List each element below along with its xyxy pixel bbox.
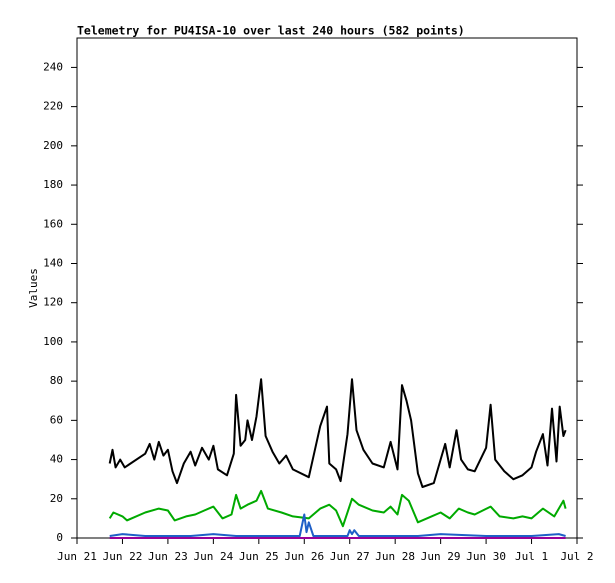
x-tick-label: Jun 30: [466, 550, 506, 563]
y-tick-label: 160: [43, 217, 63, 230]
y-tick-label: 0: [56, 531, 63, 544]
y-tick-label: 20: [50, 492, 63, 505]
x-tick-label: Jul 1: [515, 550, 548, 563]
x-tick-label: Jun 21: [57, 550, 97, 563]
x-tick-label: Jun 29: [421, 550, 461, 563]
y-axis-label: Values: [27, 268, 40, 308]
series-line: [108, 378, 567, 488]
y-tick-label: 40: [50, 453, 63, 466]
x-tick-label: Jul 2: [560, 550, 593, 563]
y-tick-label: 200: [43, 139, 63, 152]
x-tick-label: Jun 26: [284, 550, 324, 563]
x-tick-label: Jun 24: [193, 550, 233, 563]
chart-title: Telemetry for PU4ISA-10 over last 240 ho…: [77, 24, 465, 38]
x-tick-label: Jun 23: [148, 550, 188, 563]
x-tick-label: Jun 28: [375, 550, 415, 563]
y-tick-label: 120: [43, 296, 63, 309]
plot-frame: [76, 37, 578, 539]
y-tick-label: 140: [43, 256, 63, 269]
y-tick-label: 80: [50, 374, 63, 387]
x-tick-label: Jun 22: [103, 550, 143, 563]
y-tick-label: 220: [43, 100, 63, 113]
series-line: [109, 513, 566, 537]
y-tick-label: 60: [50, 413, 63, 426]
y-tick-label: 240: [43, 60, 63, 73]
series-line: [108, 489, 567, 528]
x-tick-label: Jun 25: [239, 550, 279, 563]
y-tick-label: 180: [43, 178, 63, 191]
x-tick-label: Jun 27: [330, 550, 370, 563]
y-tick-label: 100: [43, 335, 63, 348]
